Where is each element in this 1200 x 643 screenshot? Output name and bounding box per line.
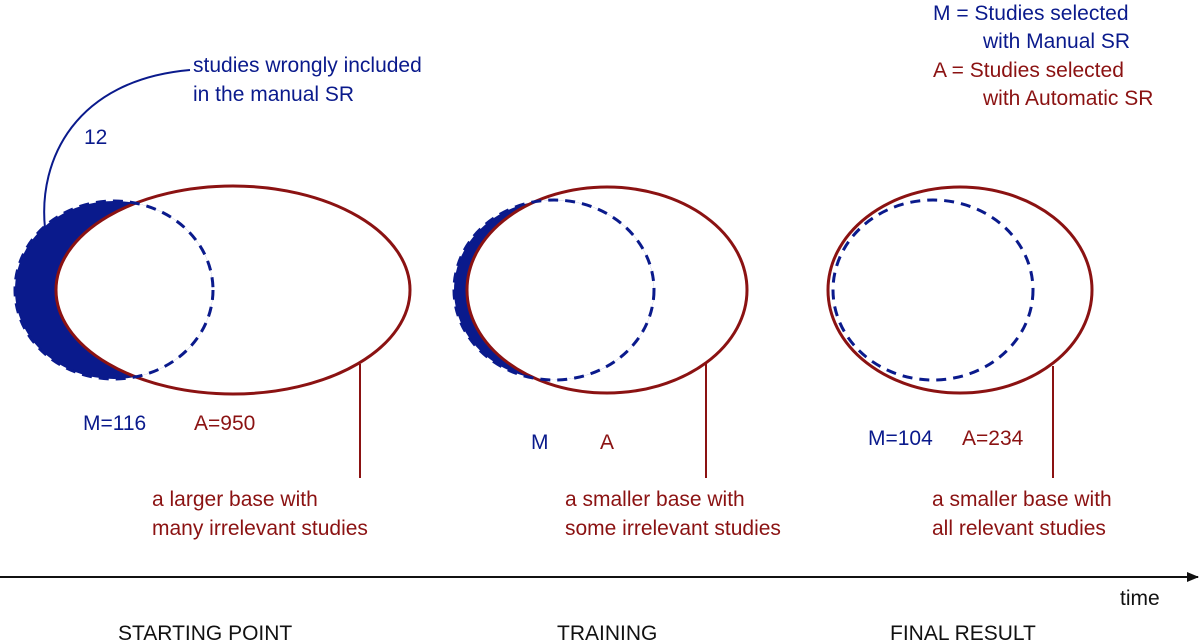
stage2-label: TRAINING: [557, 622, 657, 643]
stage1-automatic-count: A=950: [194, 412, 255, 435]
manual-set-ellipse-3: [831, 198, 1035, 382]
legend: M = Studies selected with Manual SR A = …: [933, 2, 1153, 110]
stage1-label: STARTING POINT: [118, 622, 292, 643]
stage2-description-line2: some irrelevant studies: [565, 517, 781, 540]
automatic-set-ellipse-1: [54, 184, 412, 396]
stage3-label: FINAL RESULT: [890, 622, 1036, 643]
time-axis-label: time: [1120, 587, 1160, 610]
stage1-manual-count: M=116: [83, 412, 146, 435]
manual-set-ellipse-2: [452, 198, 656, 382]
stage1-description-line1: a larger base with: [152, 488, 318, 511]
stage2-description-line1: a smaller base with: [565, 488, 745, 511]
wrongly-included-count: 12: [84, 126, 107, 149]
legend-manual-line2: with Manual SR: [982, 30, 1130, 53]
stage-final-result: M=104 A=234 a smaller base with all rele…: [826, 185, 1112, 540]
stage3-description-line1: a smaller base with: [932, 488, 1112, 511]
manual-set-ellipse-1: [13, 199, 215, 381]
stage1-description-line2: many irrelevant studies: [152, 517, 368, 540]
callout-leader-line: [43, 69, 191, 229]
callout-text-line2: in the manual SR: [193, 83, 354, 106]
legend-automatic-line1: A = Studies selected: [933, 59, 1124, 82]
automatic-set-ellipse-3: [826, 185, 1094, 395]
callout-text-line1: studies wrongly included: [193, 54, 422, 77]
legend-automatic-line2: with Automatic SR: [982, 87, 1153, 110]
time-axis: time STARTING POINT TRAINING FINAL RESUL…: [0, 572, 1199, 643]
stage2-automatic-label: A: [600, 431, 614, 454]
wrongly-included-callout: studies wrongly included in the manual S…: [43, 54, 422, 229]
automatic-set-ellipse-2: [465, 185, 749, 395]
legend-manual-line1: M = Studies selected: [933, 2, 1129, 25]
stage3-automatic-count: A=234: [962, 427, 1024, 450]
stage2-manual-label: M: [531, 431, 549, 454]
stage-training: M A a smaller base with some irrelevant …: [452, 185, 781, 540]
stage3-manual-count: M=104: [868, 427, 933, 450]
stage-starting-point: M=116 A=950 a larger base with many irre…: [13, 184, 412, 540]
stage3-description-line2: all relevant studies: [932, 517, 1106, 540]
